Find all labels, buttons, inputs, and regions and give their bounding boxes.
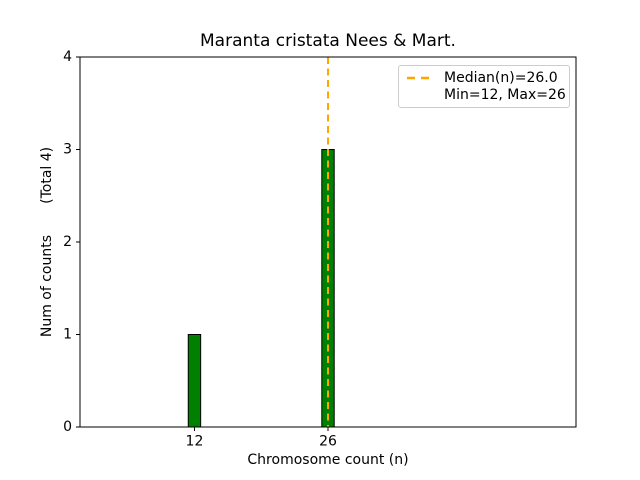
y-tick-label-3: 3 (63, 142, 72, 158)
y-tick-label-0: 0 (63, 419, 72, 435)
y-tick-label-4: 4 (63, 49, 72, 65)
chart-title: Maranta cristata Nees & Mart. (200, 31, 456, 51)
legend-empty-handle (406, 88, 432, 102)
dashed-line-icon (407, 76, 431, 80)
y-axis-label: Num of counts (Total 4) (39, 146, 55, 338)
x-axis-label: Chromosome count (n) (247, 452, 409, 468)
legend-entry-minmax: Min=12, Max=26 (406, 87, 566, 105)
x-tick-label-12: 12 (186, 434, 204, 450)
x-tick-label-26: 26 (319, 434, 337, 450)
y-tick-label-1: 1 (63, 327, 72, 343)
bar-12 (187, 334, 202, 428)
legend-entry-median: Median(n)=26.0 (406, 69, 563, 87)
legend-label-minmax: Min=12, Max=26 (444, 87, 566, 104)
legend: Median(n)=26.0 Min=12, Max=26 (398, 65, 570, 108)
y-tick-label-2: 2 (63, 234, 72, 250)
legend-label-median: Median(n)=26.0 (444, 69, 558, 86)
